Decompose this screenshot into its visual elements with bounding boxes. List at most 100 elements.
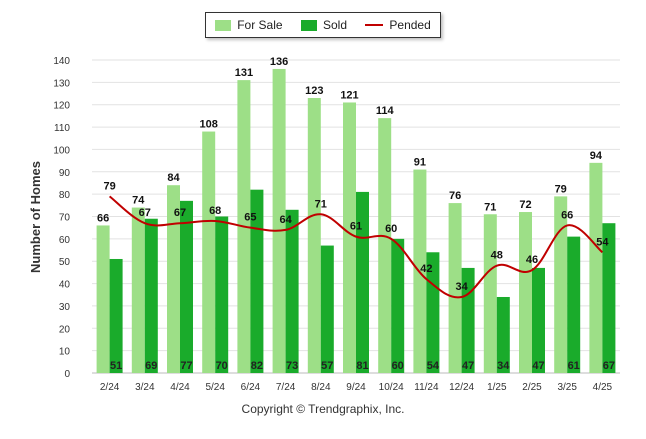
- y-tick-label-30: 30: [59, 302, 71, 313]
- x-tick-label-11/24: 11/24: [414, 382, 439, 393]
- data-label-for-sale-3/24: 74: [132, 195, 145, 207]
- y-tick-label-0: 0: [64, 369, 70, 380]
- legend-label-sold: Sold: [322, 18, 347, 32]
- bar-for-sale-5/24: [202, 131, 216, 373]
- legend-item-sold: Sold: [300, 18, 347, 32]
- legend-label-pended: Pended: [389, 18, 431, 32]
- bar-sold-4/25: [602, 223, 616, 373]
- x-tick-label-12/24: 12/24: [449, 382, 474, 393]
- data-label-for-sale-10/24: 114: [376, 105, 395, 117]
- pended-line-layer: [108, 195, 604, 299]
- y-tick-label-40: 40: [59, 280, 71, 291]
- data-label-pended-5/24: 68: [209, 205, 221, 217]
- data-label-for-sale-8/24: 123: [305, 85, 323, 97]
- legend-item-for-sale: For Sale: [215, 18, 283, 32]
- bar-sold-1/25: [496, 296, 510, 373]
- legend-item-pended: Pended: [365, 18, 431, 32]
- bars: [96, 68, 616, 373]
- bar-for-sale-4/25: [589, 162, 603, 373]
- data-label-for-sale-12/24: 76: [449, 190, 461, 202]
- data-label-sold-1/25: 34: [497, 360, 510, 372]
- bar-for-sale-7/24: [272, 68, 286, 373]
- data-label-sold-5/24: 70: [216, 360, 228, 372]
- y-tick-label-120: 120: [53, 101, 70, 112]
- data-label-for-sale-1/25: 71: [484, 201, 496, 213]
- y-tick-labels: 0 10 20 30 40 50 60 70 80 90 100 110 120 130 140: [53, 56, 70, 380]
- data-label-pended-7/24: 64: [279, 214, 292, 226]
- data-label-for-sale-4/24: 84: [167, 172, 180, 184]
- legend-label-for-sale: For Sale: [237, 18, 283, 32]
- data-label-for-sale-5/24: 108: [200, 119, 218, 131]
- bar-sold-6/24: [250, 189, 264, 373]
- x-tick-label-8/24: 8/24: [311, 382, 331, 393]
- x-tick-label-4/25: 4/25: [593, 382, 613, 393]
- x-tick-labels: 2/24 3/24 4/24 5/24 6/24 7/24 8/24 9/24 10/24 11/…: [100, 382, 613, 393]
- data-label-sold-2/24: 51: [110, 360, 122, 372]
- data-label-pended-10/24: 60: [385, 223, 397, 235]
- x-tick-label-10/24: 10/24: [379, 382, 404, 393]
- data-label-pended-2/24: 79: [103, 180, 115, 192]
- bar-sold-4/24: [180, 200, 193, 373]
- y-tick-label-100: 100: [53, 145, 70, 156]
- data-label-pended-3/25: 66: [561, 209, 573, 221]
- legend-swatch-pended: [365, 24, 384, 26]
- y-tick-label-50: 50: [59, 257, 71, 268]
- data-label-sold-4/25: 67: [603, 360, 615, 372]
- data-label-for-sale-9/24: 121: [340, 89, 358, 101]
- x-tick-label-2/25: 2/25: [522, 382, 542, 393]
- bar-sold-12/24: [461, 267, 475, 373]
- data-label-pended-4/24: 67: [174, 207, 186, 219]
- x-tick-label-3/24: 3/24: [135, 382, 155, 393]
- data-label-sold-12/24: 47: [462, 360, 474, 372]
- bar-for-sale-2/24: [96, 225, 110, 373]
- data-label-sold-8/24: 57: [321, 360, 333, 372]
- x-tick-label-6/24: 6/24: [241, 382, 261, 393]
- y-tick-label-130: 130: [53, 78, 70, 89]
- copyright-text: Copyright © Trendgraphix, Inc.: [241, 402, 405, 416]
- y-axis-title: Number of Homes: [28, 161, 43, 273]
- y-tick-label-20: 20: [59, 324, 71, 335]
- data-label-pended-8/24: 71: [315, 198, 327, 210]
- y-tick-label-80: 80: [59, 190, 71, 201]
- bar-sold-9/24: [356, 191, 369, 373]
- bar-for-sale-12/24: [448, 203, 462, 373]
- legend: For Sale Sold Pended: [205, 12, 441, 38]
- pended-line: [108, 195, 604, 299]
- x-tick-label-9/24: 9/24: [346, 382, 366, 393]
- bar-sold-10/24: [391, 238, 405, 373]
- data-label-sold-4/24: 77: [180, 360, 192, 372]
- data-label-sold-7/24: 73: [286, 360, 298, 372]
- data-label-pended-1/25: 48: [491, 250, 503, 262]
- data-label-for-sale-2/24: 66: [97, 212, 109, 224]
- data-label-for-sale-7/24: 136: [270, 56, 288, 68]
- data-labels: 66 51 74 69 84 77 108 70 131 82 136 73 123 57 121 81 114…: [97, 56, 615, 372]
- x-tick-label-1/25: 1/25: [487, 382, 507, 393]
- data-label-for-sale-2/25: 72: [519, 199, 531, 211]
- bar-for-sale-8/24: [307, 98, 321, 373]
- bar-for-sale-10/24: [378, 118, 392, 373]
- data-label-sold-3/24: 69: [145, 360, 157, 372]
- data-label-pended-12/24: 34: [455, 281, 468, 293]
- bar-sold-2/25: [532, 267, 545, 373]
- y-tick-label-10: 10: [59, 347, 71, 358]
- x-tick-label-7/24: 7/24: [276, 382, 296, 393]
- x-tick-label-2/24: 2/24: [100, 382, 120, 393]
- x-tick-label-4/24: 4/24: [170, 382, 190, 393]
- data-label-pended-3/24: 67: [139, 207, 151, 219]
- bar-for-sale-3/24: [131, 207, 145, 373]
- data-label-pended-9/24: 61: [350, 221, 362, 233]
- x-tick-label-3/25: 3/25: [557, 382, 577, 393]
- bar-sold-8/24: [320, 245, 334, 373]
- bar-sold-7/24: [285, 209, 299, 373]
- bar-for-sale-4/24: [167, 185, 180, 373]
- bar-for-sale-2/25: [519, 212, 532, 373]
- data-label-sold-9/24: 81: [356, 360, 368, 372]
- bar-for-sale-3/25: [554, 196, 568, 373]
- data-label-pended-6/24: 65: [244, 212, 256, 224]
- y-tick-label-70: 70: [59, 213, 71, 224]
- y-tick-label-60: 60: [59, 235, 71, 246]
- data-label-sold-3/25: 61: [568, 360, 580, 372]
- data-label-sold-2/25: 47: [532, 360, 544, 372]
